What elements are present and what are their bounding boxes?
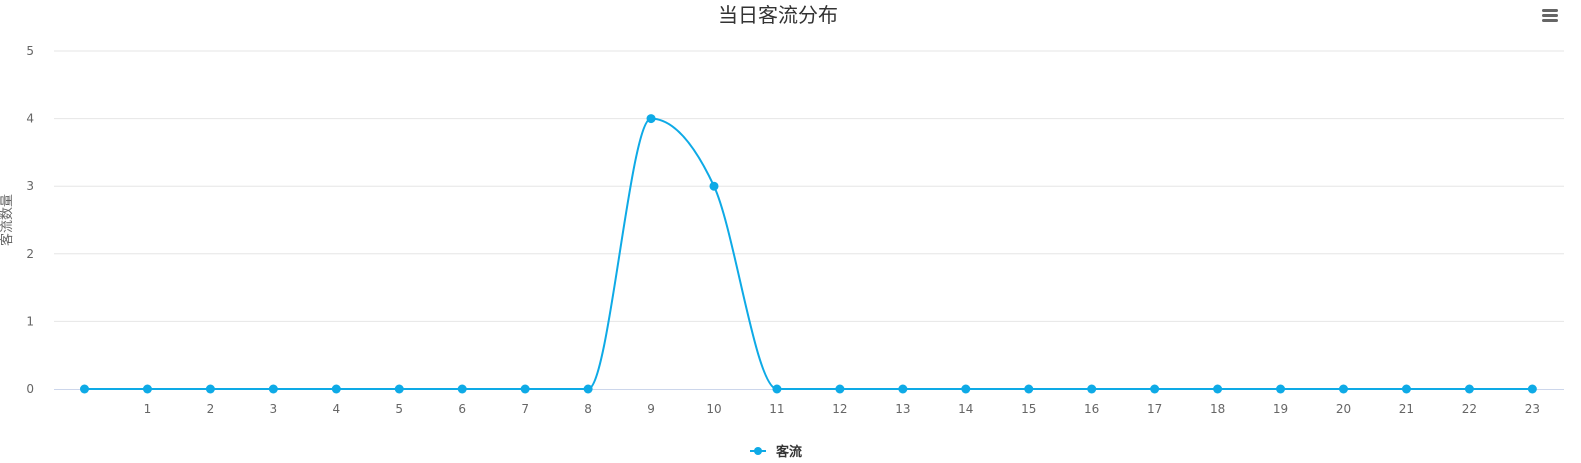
legend[interactable]: 客流	[750, 444, 802, 460]
data-point[interactable]	[898, 384, 908, 394]
y-tick-label: 2	[26, 247, 34, 261]
data-point[interactable]	[961, 384, 971, 394]
x-axis-ticks: 1 2 3 4 5 6 7 8 9 10 11 12 13 14 15 16 17 18 19 20 21 22 23	[144, 402, 1540, 416]
chart-title: 当日客流分布	[718, 3, 838, 27]
data-point[interactable]	[646, 114, 656, 124]
data-point[interactable]	[1276, 384, 1286, 394]
legend-marker	[754, 447, 762, 455]
x-tick-label: 2	[207, 402, 215, 416]
y-axis-title: 客流数量	[0, 194, 15, 246]
data-point[interactable]	[1087, 384, 1097, 394]
x-tick-label: 14	[958, 402, 973, 416]
y-tick-label: 3	[26, 179, 34, 193]
data-point[interactable]	[835, 384, 845, 394]
data-point[interactable]	[331, 384, 341, 394]
hamburger-menu-icon	[1542, 9, 1558, 22]
data-point[interactable]	[394, 384, 404, 394]
x-tick-label: 16	[1084, 402, 1099, 416]
x-tick-label: 11	[769, 402, 784, 416]
data-point[interactable]	[1464, 384, 1474, 394]
x-tick-label: 3	[270, 402, 278, 416]
legend-label[interactable]: 客流	[776, 444, 802, 460]
x-tick-label: 19	[1273, 402, 1288, 416]
x-tick-label: 1	[144, 402, 152, 416]
data-point[interactable]	[1527, 384, 1537, 394]
x-tick-label: 17	[1147, 402, 1162, 416]
x-tick-label: 20	[1336, 402, 1351, 416]
data-point[interactable]	[268, 384, 278, 394]
y-tick-label: 1	[26, 314, 34, 328]
data-point[interactable]	[583, 384, 593, 394]
x-tick-label: 18	[1210, 402, 1225, 416]
x-tick-label: 9	[647, 402, 655, 416]
x-tick-label: 8	[584, 402, 592, 416]
x-tick-label: 22	[1462, 402, 1477, 416]
data-point[interactable]	[1150, 384, 1160, 394]
x-tick-label: 4	[332, 402, 340, 416]
data-point[interactable]	[520, 384, 530, 394]
y-tick-label: 0	[26, 382, 34, 396]
data-point[interactable]	[205, 384, 215, 394]
data-point[interactable]	[709, 181, 719, 191]
x-tick-label: 6	[458, 402, 466, 416]
x-tick-label: 5	[395, 402, 403, 416]
x-tick-label: 7	[521, 402, 529, 416]
series-line-客流	[84, 117, 1533, 390]
x-tick-label: 15	[1021, 402, 1036, 416]
data-point[interactable]	[1213, 384, 1223, 394]
x-tick-label: 12	[832, 402, 847, 416]
data-point[interactable]	[457, 384, 467, 394]
data-point[interactable]	[772, 384, 782, 394]
data-point[interactable]	[1024, 384, 1034, 394]
y-axis-ticks: 0 1 2 3 4 5	[26, 44, 34, 396]
x-tick-label: 10	[706, 402, 721, 416]
data-point[interactable]	[80, 384, 89, 394]
series-points	[80, 114, 1537, 394]
grid-lines	[54, 50, 1564, 322]
x-tick-label: 21	[1399, 402, 1414, 416]
x-tick-label: 23	[1525, 402, 1540, 416]
data-point[interactable]	[1401, 384, 1411, 394]
y-tick-label: 5	[26, 44, 34, 58]
x-tick-label: 13	[895, 402, 910, 416]
data-point[interactable]	[142, 384, 152, 394]
chart-menu-button[interactable]	[1540, 5, 1562, 25]
y-tick-label: 4	[26, 112, 34, 126]
data-point[interactable]	[1339, 384, 1348, 394]
